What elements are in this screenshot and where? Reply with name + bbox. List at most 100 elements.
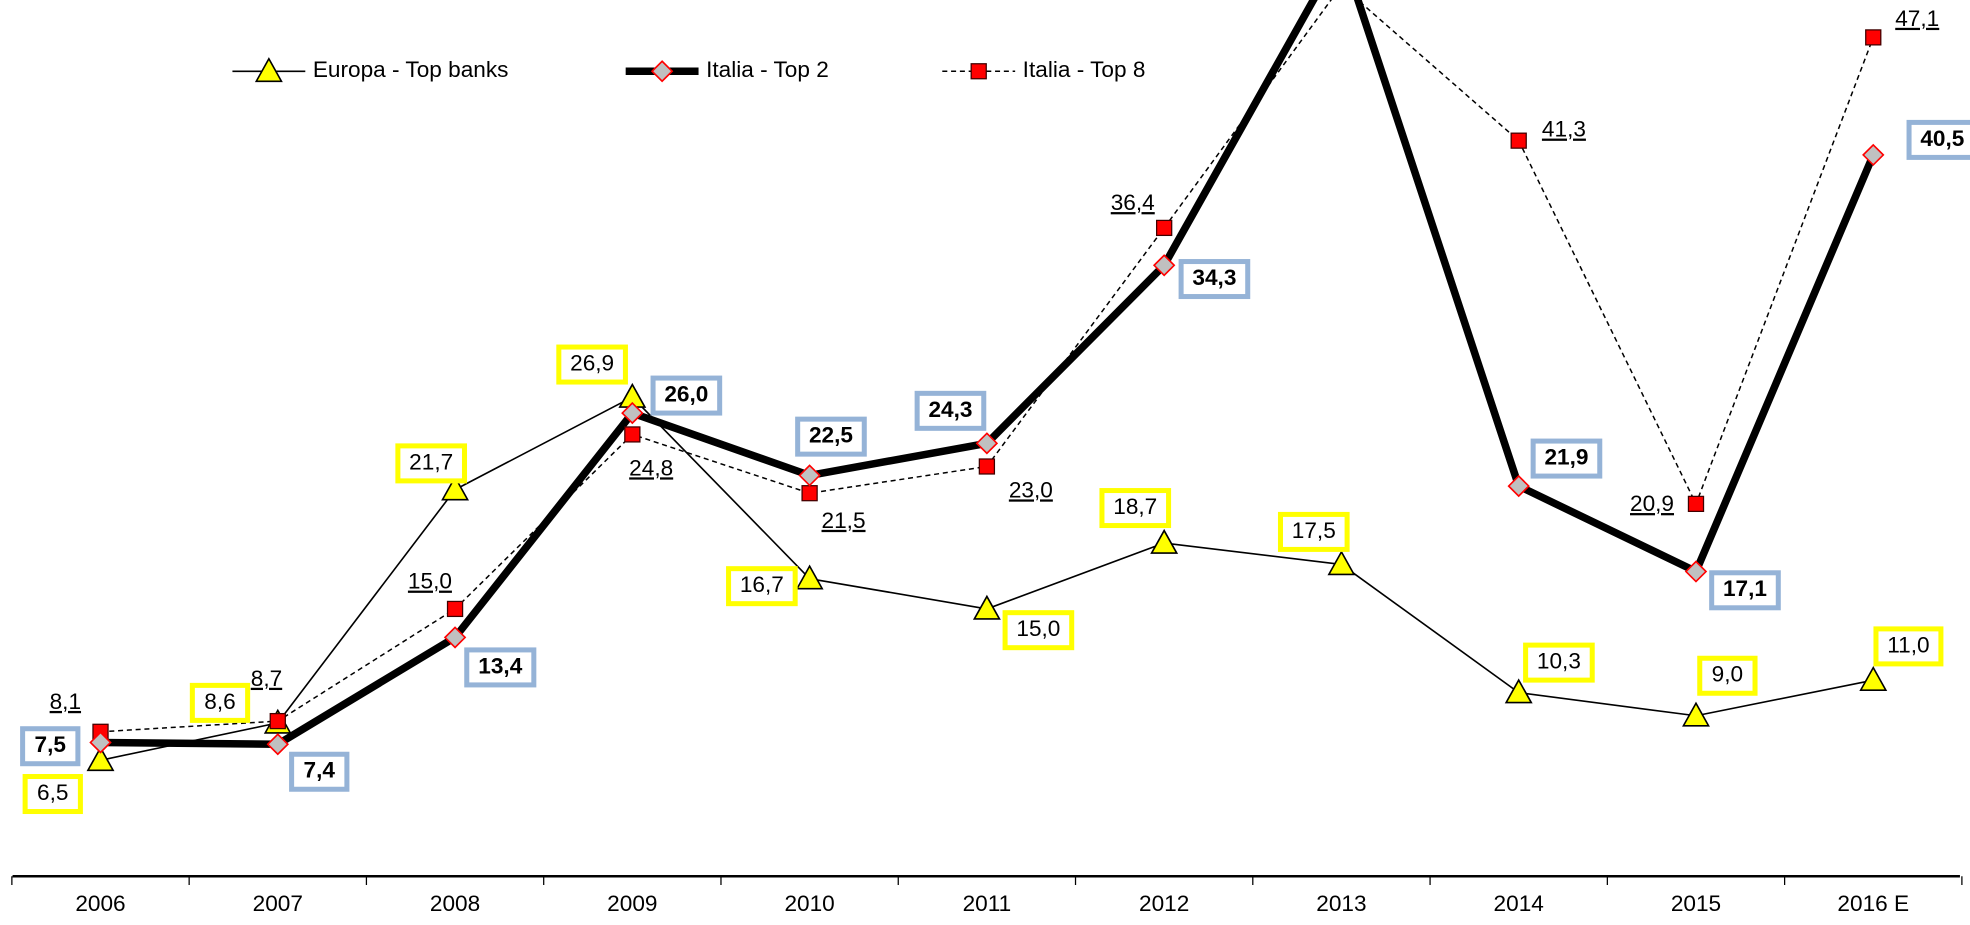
- label-box: [289, 751, 350, 792]
- data-label: 47,1: [1895, 6, 1939, 31]
- data-label: 24,8: [629, 455, 673, 480]
- data-label: 8,7: [251, 666, 282, 691]
- legend-marker: [254, 57, 283, 83]
- data-label: 10,3: [1537, 649, 1581, 674]
- data-label: 20,9: [1630, 491, 1674, 516]
- data-label: 34,3: [1192, 265, 1236, 290]
- marker: [1510, 132, 1527, 149]
- marker: [89, 731, 112, 754]
- data-label: 16,7: [740, 572, 784, 597]
- data-label: 7,5: [35, 732, 66, 757]
- marker: [86, 746, 115, 772]
- data-label: 36,4: [1111, 190, 1155, 215]
- label-box: [914, 390, 987, 431]
- data-label: 21,9: [1544, 445, 1588, 470]
- data-label: 7,4: [304, 758, 336, 783]
- marker: [443, 626, 467, 649]
- label-box: [1002, 610, 1075, 651]
- marker: [978, 458, 996, 475]
- label-box: [1697, 655, 1758, 696]
- x-tick-label: 2011: [963, 891, 1012, 916]
- marker: [1504, 678, 1533, 704]
- data-label: 17,5: [1292, 518, 1336, 543]
- label-box: [1873, 626, 1944, 667]
- marker: [795, 564, 824, 590]
- label-box: [395, 443, 468, 484]
- legend-label: Europa - Top banks: [313, 57, 509, 82]
- data-label: 15,0: [408, 569, 452, 594]
- marker: [1155, 219, 1173, 237]
- data-label: 24,3: [928, 397, 972, 422]
- marker: [1862, 143, 1885, 167]
- x-tick-label: 2007: [253, 891, 303, 916]
- label-box: [650, 375, 723, 416]
- legend-label: Italia - Top 2: [706, 57, 829, 82]
- x-tick-label: 2013: [1316, 891, 1366, 916]
- legend-marker: [650, 60, 674, 83]
- label-box: [1099, 488, 1172, 529]
- marker: [1865, 29, 1882, 46]
- data-label: 18,7: [1113, 494, 1157, 519]
- data-label: 26,9: [570, 351, 614, 376]
- data-label: 17,1: [1723, 576, 1767, 601]
- label-box: [726, 566, 798, 607]
- marker: [441, 475, 470, 501]
- marker: [269, 712, 286, 730]
- label-box: [1709, 570, 1781, 611]
- x-tick-label: 2009: [607, 891, 657, 916]
- x-tick-label: 2006: [75, 891, 125, 916]
- data-label: 9,0: [1712, 662, 1743, 687]
- x-tick-label: 2010: [784, 891, 834, 916]
- x-tick-label: 2015: [1671, 891, 1721, 916]
- data-label: 23,0: [1009, 477, 1053, 502]
- label-box: [1523, 642, 1595, 683]
- data-label: 11,0: [1887, 632, 1929, 657]
- marker: [1682, 701, 1710, 727]
- data-label: 6,5: [37, 780, 68, 805]
- label-box: [556, 344, 628, 385]
- x-tick-label: 2016 E: [1837, 891, 1909, 916]
- label-box: [1277, 511, 1350, 552]
- marker: [972, 594, 1001, 620]
- series-line: [100, 0, 1877, 748]
- data-label: 8,1: [50, 689, 81, 714]
- marker: [624, 426, 641, 443]
- label-box: [1530, 438, 1603, 479]
- x-tick-label: 2012: [1139, 891, 1189, 916]
- marker: [1507, 474, 1530, 498]
- label-box: [795, 416, 867, 457]
- label-box: [464, 647, 537, 688]
- series-line: [100, 0, 1874, 733]
- marker: [1684, 560, 1708, 583]
- data-label: 40,5: [1920, 126, 1964, 151]
- marker: [1152, 254, 1176, 277]
- marker: [975, 432, 999, 455]
- marker: [801, 485, 818, 502]
- label-box: [1178, 259, 1251, 300]
- x-tick-label: 2014: [1494, 891, 1544, 916]
- label-box: [189, 682, 251, 723]
- label-box: [1906, 119, 1970, 160]
- data-label: 41,3: [1542, 117, 1586, 142]
- marker: [1859, 665, 1888, 691]
- legend-label: Italia - Top 8: [1023, 57, 1146, 82]
- x-tick-label: 2008: [430, 891, 480, 916]
- data-label: 22,5: [809, 423, 853, 448]
- data-label: 21,5: [822, 508, 866, 533]
- data-label: 15,0: [1016, 616, 1060, 641]
- marker: [446, 600, 464, 618]
- marker: [621, 401, 644, 425]
- marker: [798, 464, 821, 487]
- data-label: 21,7: [409, 449, 453, 474]
- legend-marker: [970, 63, 987, 80]
- data-label: 8,6: [204, 689, 235, 714]
- data-label: 26,0: [664, 382, 708, 407]
- marker: [1687, 495, 1705, 513]
- marker: [1327, 550, 1356, 576]
- marker: [266, 733, 289, 756]
- label-box: [20, 726, 81, 767]
- data-label: 13,4: [478, 653, 522, 678]
- marker: [1150, 528, 1179, 554]
